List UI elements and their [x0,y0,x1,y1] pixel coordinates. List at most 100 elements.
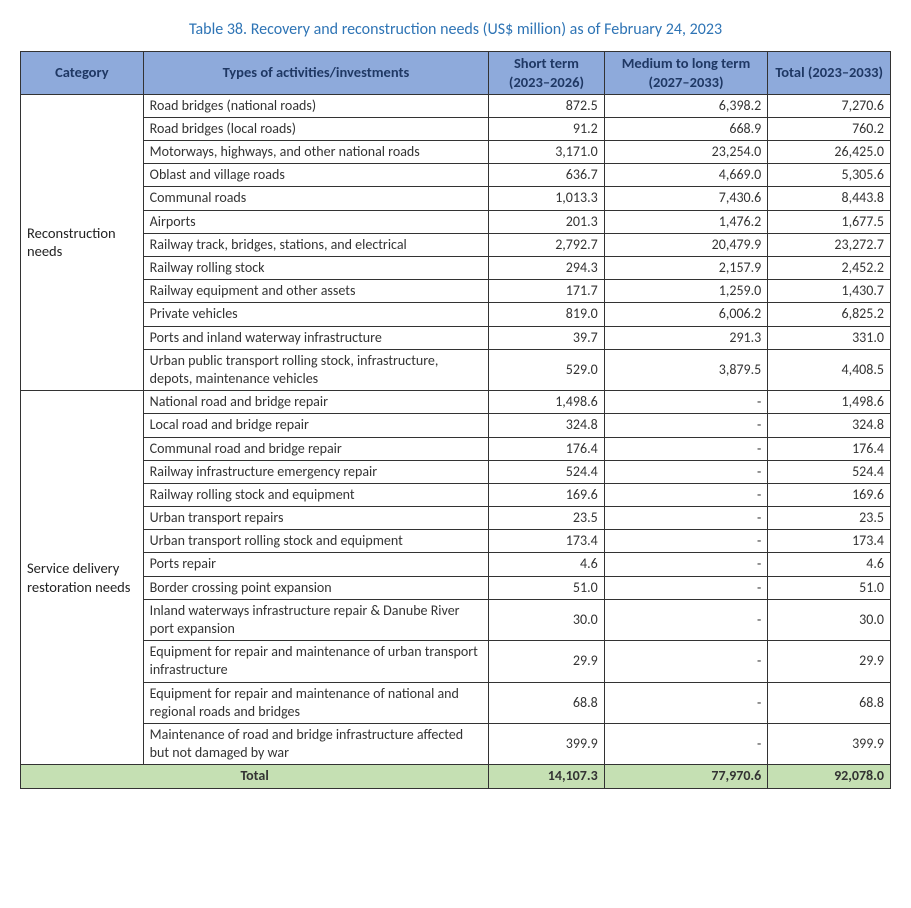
short-cell: 39.7 [489,326,605,349]
short-cell: 2,792.7 [489,233,605,256]
total-cell: 7,270.6 [768,94,891,117]
activity-cell: Local road and bridge repair [143,414,489,437]
col-short-term: Short term (2023–2026) [489,52,605,95]
table-row: Private vehicles819.06,006.26,825.2 [21,303,891,326]
table-row: Border crossing point expansion51.0-51.0 [21,576,891,599]
activity-cell: National road and bridge repair [143,391,489,414]
table-row: Railway rolling stock and equipment169.6… [21,483,891,506]
medium-cell: 4,669.0 [604,164,768,187]
needs-table: Category Types of activities/investments… [20,51,891,789]
totals-total: 92,078.0 [768,765,891,788]
activity-cell: Road bridges (national roads) [143,94,489,117]
table-row: Equipment for repair and maintenance of … [21,682,891,723]
activity-cell: Ports repair [143,553,489,576]
medium-cell: - [604,414,768,437]
table-row: Airports201.31,476.21,677.5 [21,210,891,233]
total-cell: 4,408.5 [768,349,891,390]
activity-cell: Urban transport rolling stock and equipm… [143,530,489,553]
short-cell: 524.4 [489,460,605,483]
table-row: Urban transport repairs23.5-23.5 [21,507,891,530]
medium-cell: - [604,483,768,506]
activity-cell: Road bridges (local roads) [143,117,489,140]
table-row: Railway infrastructure emergency repair5… [21,460,891,483]
total-cell: 760.2 [768,117,891,140]
activity-cell: Railway infrastructure emergency repair [143,460,489,483]
table-body: Reconstruction needsRoad bridges (nation… [21,94,891,765]
col-total: Total (2023–2033) [768,52,891,95]
activity-cell: Railway rolling stock and equipment [143,483,489,506]
short-cell: 169.6 [489,483,605,506]
medium-cell: 6,006.2 [604,303,768,326]
totals-medium: 77,970.6 [604,765,768,788]
medium-cell: 1,476.2 [604,210,768,233]
col-medium-term: Medium to long term (2027–2033) [604,52,768,95]
totals-label: Total [21,765,489,788]
table-row: Road bridges (local roads)91.2668.9760.2 [21,117,891,140]
short-cell: 3,171.0 [489,141,605,164]
total-cell: 23.5 [768,507,891,530]
table-row: Service delivery restoration needsNation… [21,391,891,414]
category-cell: Service delivery restoration needs [21,391,144,765]
activity-cell: Private vehicles [143,303,489,326]
activity-cell: Urban public transport rolling stock, in… [143,349,489,390]
short-cell: 173.4 [489,530,605,553]
col-category: Category [21,52,144,95]
activity-cell: Oblast and village roads [143,164,489,187]
activity-cell: Equipment for repair and maintenance of … [143,641,489,682]
table-row: Inland waterways infrastructure repair &… [21,599,891,640]
table-row: Ports repair4.6-4.6 [21,553,891,576]
short-cell: 872.5 [489,94,605,117]
activity-cell: Equipment for repair and maintenance of … [143,682,489,723]
short-cell: 201.3 [489,210,605,233]
activity-cell: Ports and inland waterway infrastructure [143,326,489,349]
short-cell: 529.0 [489,349,605,390]
medium-cell: - [604,460,768,483]
table-row: Communal road and bridge repair176.4-176… [21,437,891,460]
short-cell: 636.7 [489,164,605,187]
total-cell: 324.8 [768,414,891,437]
short-cell: 176.4 [489,437,605,460]
short-cell: 23.5 [489,507,605,530]
table-row: Oblast and village roads636.74,669.05,30… [21,164,891,187]
total-cell: 524.4 [768,460,891,483]
short-cell: 91.2 [489,117,605,140]
medium-cell: 2,157.9 [604,257,768,280]
total-cell: 1,498.6 [768,391,891,414]
medium-cell: - [604,553,768,576]
totals-row: Total 14,107.3 77,970.6 92,078.0 [21,765,891,788]
table-row: Railway equipment and other assets171.71… [21,280,891,303]
table-title: Table 38. Recovery and reconstruction ne… [20,20,891,39]
activity-cell: Airports [143,210,489,233]
medium-cell: 1,259.0 [604,280,768,303]
total-cell: 68.8 [768,682,891,723]
table-row: Local road and bridge repair324.8-324.8 [21,414,891,437]
col-activity: Types of activities/investments [143,52,489,95]
short-cell: 29.9 [489,641,605,682]
total-cell: 51.0 [768,576,891,599]
activity-cell: Railway track, bridges, stations, and el… [143,233,489,256]
short-cell: 1,013.3 [489,187,605,210]
table-row: Ports and inland waterway infrastructure… [21,326,891,349]
medium-cell: - [604,641,768,682]
total-cell: 399.9 [768,723,891,764]
total-cell: 8,443.8 [768,187,891,210]
medium-cell: - [604,530,768,553]
short-cell: 399.9 [489,723,605,764]
table-row: Railway track, bridges, stations, and el… [21,233,891,256]
total-cell: 6,825.2 [768,303,891,326]
short-cell: 819.0 [489,303,605,326]
table-row: Reconstruction needsRoad bridges (nation… [21,94,891,117]
medium-cell: - [604,682,768,723]
total-cell: 23,272.7 [768,233,891,256]
activity-cell: Railway equipment and other assets [143,280,489,303]
total-cell: 173.4 [768,530,891,553]
short-cell: 4.6 [489,553,605,576]
total-cell: 331.0 [768,326,891,349]
total-cell: 29.9 [768,641,891,682]
table-row: Communal roads1,013.37,430.68,443.8 [21,187,891,210]
activity-cell: Communal road and bridge repair [143,437,489,460]
medium-cell: 3,879.5 [604,349,768,390]
table-row: Maintenance of road and bridge infrastru… [21,723,891,764]
activity-cell: Inland waterways infrastructure repair &… [143,599,489,640]
short-cell: 51.0 [489,576,605,599]
